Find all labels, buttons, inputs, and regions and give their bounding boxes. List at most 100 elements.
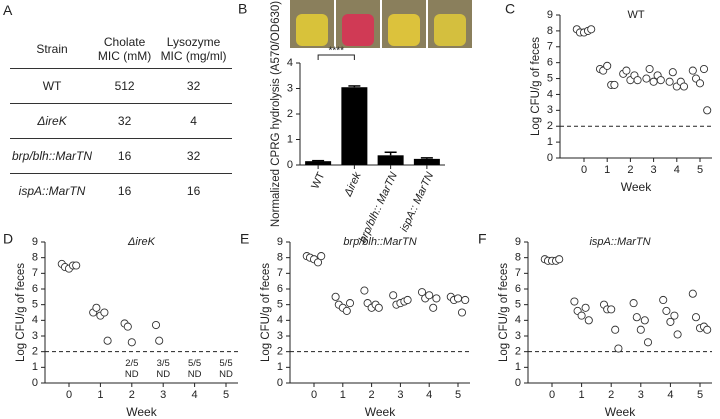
x-tick-label: 3 <box>638 389 644 401</box>
data-point <box>457 308 467 317</box>
x-tick-label: ispA:: MarTN <box>398 170 436 233</box>
y-tick-label: 8 <box>547 25 553 37</box>
data-point <box>603 61 612 70</box>
panel-label: C <box>505 1 515 17</box>
data-point <box>703 106 712 115</box>
x-tick-label: 5 <box>455 389 461 401</box>
data-point <box>622 66 631 75</box>
x-tick-label: WT <box>309 170 327 191</box>
y-axis-label: Log CFU/g of feces <box>15 263 27 362</box>
x-tick-label: 1 <box>97 389 103 401</box>
y-tick-label: 5 <box>515 299 521 311</box>
tube-photos <box>290 0 472 48</box>
y-tick-label: 2 <box>515 346 521 358</box>
x-tick-label: 2 <box>129 389 135 401</box>
table-cell: WT <box>10 68 95 104</box>
table-cell: 32 <box>94 103 156 139</box>
table-cell: 32 <box>155 138 232 174</box>
y-tick-label: 6 <box>32 283 38 295</box>
nd-label: 3/5 <box>157 358 170 369</box>
data-point <box>461 295 470 305</box>
x-tick-label: 2 <box>608 389 614 401</box>
data-point <box>577 311 586 320</box>
x-tick-label: 2 <box>627 164 633 176</box>
y-tick-label: 0 <box>515 377 521 389</box>
data-point <box>643 338 653 347</box>
nd-label: 2/5 <box>125 358 138 369</box>
data-point <box>610 80 619 89</box>
y-tick-label: 2 <box>277 346 283 358</box>
data-point <box>374 303 383 312</box>
table-cell: 16 <box>94 138 156 174</box>
data-point <box>691 313 701 322</box>
table-cell: 16 <box>186 184 201 198</box>
y-tick-label: 4 <box>547 88 553 100</box>
nd-label: ND <box>188 369 202 380</box>
x-axis-label: Week <box>365 405 396 419</box>
data-point <box>633 76 642 85</box>
y-tick-label: 6 <box>547 57 553 69</box>
data-point <box>587 25 596 34</box>
data-point <box>688 289 697 298</box>
x-tick-label: 4 <box>667 389 673 401</box>
y-axis-label: Log CFU/g of feces <box>498 263 510 362</box>
table-row: Strain Cholate MIC (mM) Lysozyme MIC (mg/m… <box>10 30 232 69</box>
y-tick-label: 0 <box>277 377 283 389</box>
nd-label: 5/5 <box>219 358 232 369</box>
table-cell: ispA::MarTN <box>18 184 86 198</box>
data-point <box>432 294 441 303</box>
significance-label: **** <box>328 46 344 57</box>
y-tick-label: 8 <box>277 252 283 264</box>
y-tick-label: 2 <box>32 346 38 358</box>
x-tick-label: 3 <box>651 164 657 176</box>
data-point <box>127 338 136 347</box>
data-point <box>313 258 323 267</box>
table-cell: brp/blh::MarTN <box>10 138 95 174</box>
y-tick-label: 3 <box>515 330 521 342</box>
data-point <box>673 330 682 339</box>
nd-label: ND <box>156 369 170 380</box>
data-point <box>317 252 326 261</box>
y-tick-label: 9 <box>547 9 553 21</box>
x-tick-label: 0 <box>311 389 317 401</box>
data-point <box>645 64 654 74</box>
table-cell: Lysozyme MIC (mg/ml) <box>155 30 232 69</box>
data-point <box>360 286 369 295</box>
data-point <box>640 316 649 325</box>
data-point <box>555 255 564 264</box>
table-cell: 16 <box>117 184 132 198</box>
nd-label: 5/5 <box>188 358 201 369</box>
panel-title: brp/blh::MarTN <box>343 236 416 248</box>
y-tick-label: 1 <box>287 133 293 145</box>
data-point <box>659 295 668 305</box>
x-tick-label: 5 <box>697 164 703 176</box>
y-tick-label: 1 <box>515 361 521 373</box>
y-tick-label: 3 <box>287 82 293 94</box>
panel-title: ΔireK <box>127 236 156 248</box>
x-tick-label: Δirek <box>342 170 364 199</box>
data-point <box>581 303 590 312</box>
y-tick-label: 0 <box>547 152 553 164</box>
y-tick-label: 7 <box>277 267 283 279</box>
y-tick-label: 5 <box>277 299 283 311</box>
data-point <box>103 336 112 345</box>
y-tick-label: 4 <box>32 314 38 326</box>
data-point <box>665 77 674 86</box>
data-point <box>642 74 651 83</box>
x-tick-label: 0 <box>581 164 587 176</box>
data-point <box>389 291 398 300</box>
y-tick-label: 1 <box>32 361 38 373</box>
table-cell: Cholate MIC (mM) <box>94 30 156 69</box>
data-point <box>100 308 109 317</box>
x-tick-label: 2 <box>369 389 375 401</box>
y-tick-label: 9 <box>277 236 283 248</box>
y-tick-label: 8 <box>32 252 38 264</box>
y-tick-label: 4 <box>515 314 521 326</box>
y-tick-label: 5 <box>32 299 38 311</box>
y-tick-label: 9 <box>515 236 521 248</box>
panel-label: B <box>238 1 247 17</box>
bar <box>341 87 368 165</box>
y-tick-label: 1 <box>547 136 553 148</box>
data-point <box>584 316 593 325</box>
